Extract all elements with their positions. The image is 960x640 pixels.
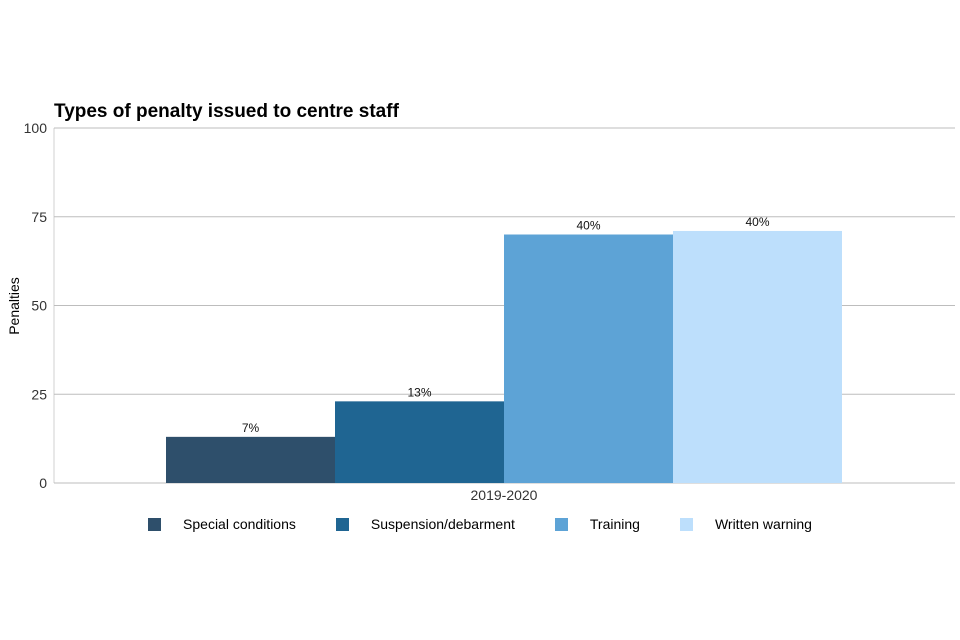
bar-special-conditions: [166, 436, 335, 483]
legend-swatch: [554, 517, 568, 531]
axis-ticks: 0 25 50 75 100 2019-2020: [24, 120, 538, 503]
chart-title: Types of penalty issued to centre staff: [54, 101, 399, 122]
legend-swatch: [335, 517, 349, 531]
legend-label: Special conditions: [183, 516, 296, 532]
bar-value-label: 40%: [576, 219, 600, 233]
y-tick-label: 0: [39, 475, 47, 491]
bar-value-label: 7%: [242, 421, 260, 435]
legend-item: Training: [554, 516, 640, 532]
bar-written-warning: [673, 230, 842, 483]
legend-swatch: [679, 517, 693, 531]
legend-label: Written warning: [714, 516, 812, 532]
bar-value-label: 13%: [407, 385, 431, 399]
legend-label: Training: [589, 516, 640, 532]
bar-training: [504, 234, 673, 483]
y-tick-label: 50: [31, 298, 47, 314]
legend-item: Special conditions: [148, 516, 296, 532]
legend-swatch: [148, 517, 162, 531]
y-tick-label: 25: [31, 386, 47, 402]
bars: [166, 230, 842, 483]
bar-suspension-debarment: [335, 401, 504, 483]
y-tick-label: 75: [31, 209, 47, 225]
legend-item: Written warning: [679, 516, 812, 532]
legend-item: Suspension/debarment: [335, 516, 515, 532]
legend: Special conditions Suspension/debarment Tr…: [0, 516, 960, 532]
legend-label: Suspension/debarment: [370, 516, 515, 532]
y-tick-label: 100: [24, 120, 48, 136]
bar-value-label: 40%: [745, 215, 769, 229]
x-tick-label: 2019-2020: [471, 487, 538, 503]
bar-labels: 7% 13% 40% 40%: [242, 215, 770, 435]
